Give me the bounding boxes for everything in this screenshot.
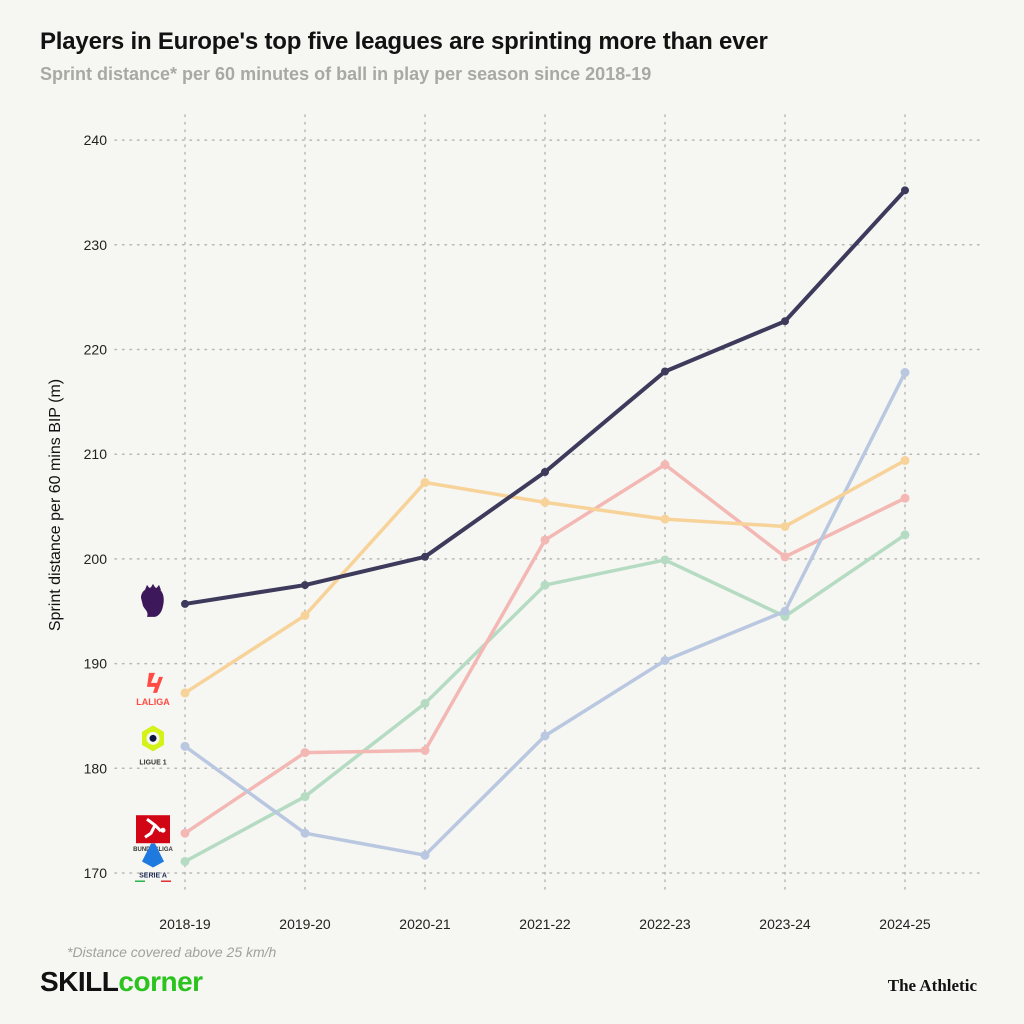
serie-a-badge-icon bbox=[142, 843, 164, 868]
data-point bbox=[421, 552, 429, 561]
serie-a-logo: SERIE A bbox=[135, 843, 171, 882]
x-tick-label: 2019-20 bbox=[279, 916, 331, 932]
ligue1-ball-icon bbox=[149, 734, 157, 742]
data-point bbox=[781, 317, 789, 326]
player-silhouette-icon bbox=[144, 818, 163, 839]
x-tick-label: 2020-21 bbox=[399, 916, 451, 932]
y-tick-label: 200 bbox=[84, 551, 108, 567]
chart-subtitle: Sprint distance* per 60 minutes of ball … bbox=[40, 64, 652, 84]
data-point bbox=[420, 746, 430, 756]
data-point bbox=[900, 530, 910, 540]
y-tick-label: 220 bbox=[84, 342, 108, 358]
series-line bbox=[183, 458, 907, 695]
y-axis-label: Sprint distance per 60 mins BIP (m) bbox=[47, 379, 64, 631]
data-point bbox=[780, 606, 790, 616]
data-point bbox=[540, 580, 550, 590]
data-point bbox=[301, 581, 309, 590]
data-point bbox=[780, 521, 790, 531]
data-point bbox=[180, 856, 190, 866]
data-point bbox=[300, 610, 310, 620]
data-point bbox=[780, 552, 790, 562]
data-point bbox=[300, 828, 310, 838]
data-point bbox=[420, 477, 430, 487]
skillcorner-logo-part2: corner bbox=[118, 966, 203, 997]
x-tick-label: 2023-24 bbox=[759, 916, 811, 932]
data-point bbox=[661, 367, 669, 376]
data-point bbox=[660, 655, 670, 665]
y-tick-label: 190 bbox=[84, 656, 108, 672]
laliga-mark-icon bbox=[147, 672, 163, 693]
serie-a-logo-text: SERIE A bbox=[139, 872, 167, 879]
data-point bbox=[900, 368, 910, 378]
data-point bbox=[660, 460, 670, 470]
data-point bbox=[180, 688, 190, 698]
crown-icon bbox=[145, 583, 161, 590]
ball-icon bbox=[160, 827, 166, 833]
x-tick-label: 2022-23 bbox=[639, 916, 691, 932]
x-tick-label: 2018-19 bbox=[159, 916, 211, 932]
data-point bbox=[420, 698, 430, 708]
footnote: *Distance covered above 25 km/h bbox=[67, 944, 277, 960]
series-laliga bbox=[180, 455, 910, 698]
series-bundesliga bbox=[180, 460, 910, 838]
data-point bbox=[181, 599, 189, 608]
y-tick-label: 210 bbox=[84, 446, 108, 462]
data-point bbox=[180, 741, 190, 751]
skillcorner-logo-part1: SKILL bbox=[40, 966, 119, 997]
y-tick-label: 170 bbox=[84, 865, 108, 881]
data-point bbox=[540, 535, 550, 545]
ligue1-logo-text: LIGUE 1 bbox=[139, 759, 166, 766]
data-point bbox=[900, 493, 910, 503]
flag-stripe-red bbox=[161, 880, 171, 882]
data-point bbox=[660, 555, 670, 565]
data-point bbox=[180, 828, 190, 838]
data-point bbox=[420, 850, 430, 860]
premier-league-logo bbox=[141, 583, 164, 617]
laliga-logo-text: LALIGA bbox=[136, 697, 170, 707]
data-point bbox=[900, 455, 910, 465]
data-point bbox=[300, 748, 310, 758]
data-point bbox=[540, 731, 550, 741]
lion-head-icon bbox=[141, 587, 164, 617]
flag-stripe-green bbox=[135, 880, 145, 882]
laliga-logo: LALIGA bbox=[136, 672, 170, 707]
series-ligue1 bbox=[180, 368, 910, 860]
skillcorner-logo: SKILLcorner bbox=[40, 966, 203, 998]
series-premier-league bbox=[181, 186, 909, 608]
x-tick-label: 2021-22 bbox=[519, 916, 571, 932]
x-tick-label: 2024-25 bbox=[879, 916, 931, 932]
chart-title: Players in Europe's top five leagues are… bbox=[40, 28, 768, 55]
data-point bbox=[660, 514, 670, 524]
y-tick-label: 240 bbox=[84, 132, 108, 148]
data-point bbox=[540, 497, 550, 507]
data-point bbox=[541, 467, 549, 476]
data-point bbox=[300, 792, 310, 802]
data-point bbox=[901, 186, 909, 195]
y-tick-label: 230 bbox=[84, 237, 108, 253]
y-tick-label: 180 bbox=[84, 760, 108, 776]
ligue1-logo: LIGUE 1 bbox=[139, 725, 167, 766]
the-athletic-logo: The Athletic bbox=[887, 976, 977, 995]
